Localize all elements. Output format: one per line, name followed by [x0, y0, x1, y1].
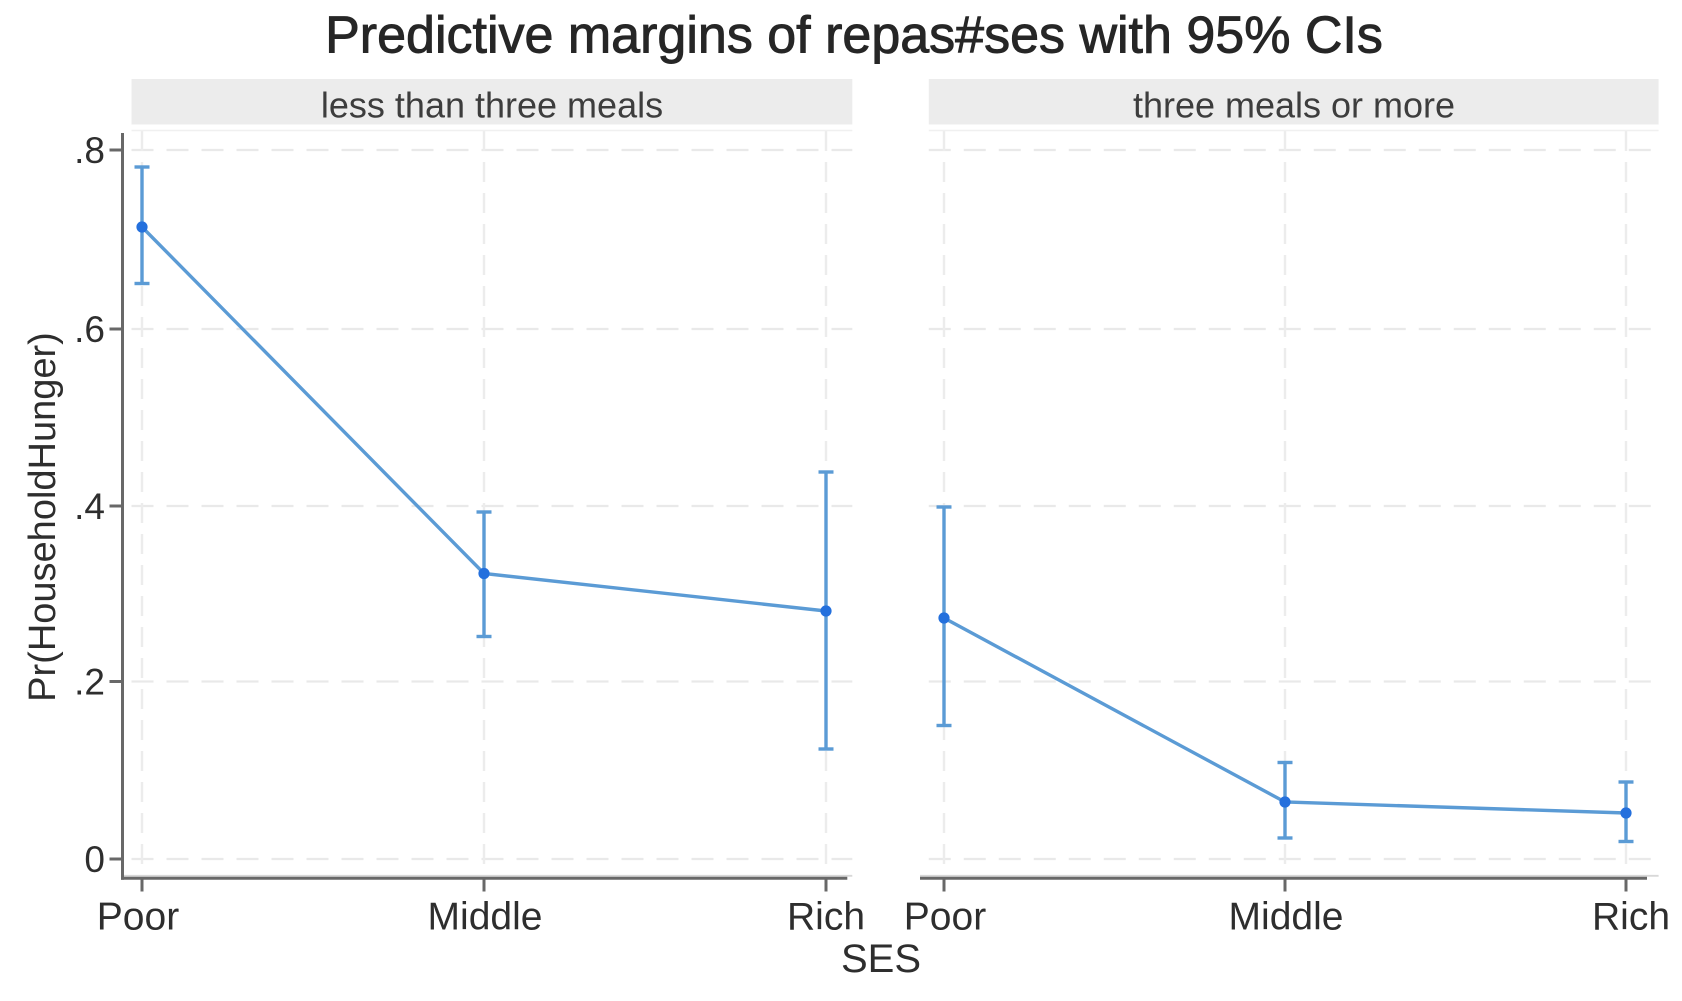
svg-text:three meals or more: three meals or more: [1133, 85, 1455, 126]
svg-text:Poor: Poor: [97, 896, 179, 939]
svg-text:Middle: Middle: [428, 896, 543, 939]
svg-text:SES: SES: [841, 937, 921, 981]
svg-text:Rich: Rich: [787, 896, 865, 939]
svg-text:.4: .4: [74, 486, 105, 527]
svg-text:Predictive margins of repas#se: Predictive margins of repas#ses with 95%…: [325, 7, 1383, 65]
svg-text:Middle: Middle: [1229, 896, 1344, 939]
svg-text:less than three meals: less than three meals: [321, 85, 663, 126]
svg-text:.6: .6: [74, 309, 105, 350]
svg-text:Poor: Poor: [904, 896, 986, 939]
svg-text:Rich: Rich: [1592, 896, 1670, 939]
svg-text:Pr(HouseholdHunger): Pr(HouseholdHunger): [22, 332, 64, 702]
svg-text:.2: .2: [74, 662, 105, 703]
svg-text:.8: .8: [74, 130, 105, 171]
svg-text:0: 0: [84, 839, 105, 880]
